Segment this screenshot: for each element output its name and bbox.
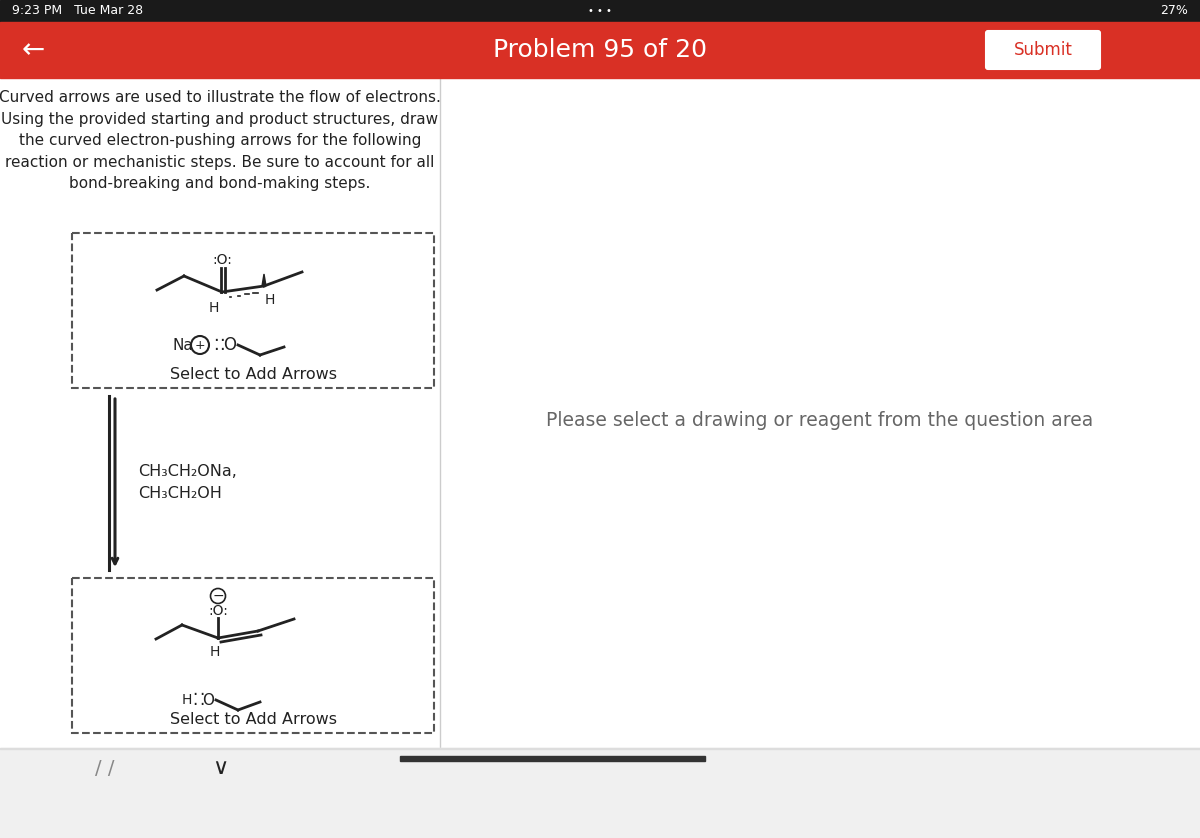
Polygon shape bbox=[262, 274, 266, 286]
Bar bbox=[0, 22, 1200, 78]
Text: ·: · bbox=[220, 341, 224, 359]
Bar bbox=[0, 0, 1200, 22]
Text: H: H bbox=[265, 293, 275, 307]
Text: CH₃CH₂OH: CH₃CH₂OH bbox=[138, 485, 222, 500]
Bar bbox=[400, 756, 706, 761]
Bar bbox=[0, 748, 1200, 838]
Text: H: H bbox=[209, 301, 220, 315]
Text: Problem 95 of 20: Problem 95 of 20 bbox=[493, 38, 707, 62]
Text: ·: · bbox=[199, 696, 205, 714]
Text: ·: · bbox=[199, 686, 205, 704]
Text: :O:: :O: bbox=[212, 253, 232, 267]
Text: CH₃CH₂ONa,: CH₃CH₂ONa, bbox=[138, 463, 236, 478]
Text: ·: · bbox=[192, 686, 198, 704]
Text: Na: Na bbox=[172, 338, 193, 353]
Text: 9:23 PM   Tue Mar 28: 9:23 PM Tue Mar 28 bbox=[12, 4, 143, 18]
Bar bbox=[72, 578, 434, 733]
Text: ·: · bbox=[214, 341, 218, 359]
Text: Submit: Submit bbox=[1014, 41, 1073, 59]
Text: ←: ← bbox=[22, 36, 46, 64]
Text: Select to Add Arrows: Select to Add Arrows bbox=[169, 711, 336, 727]
Text: H: H bbox=[182, 693, 192, 707]
Text: • • •: • • • bbox=[588, 6, 612, 16]
Text: −: − bbox=[212, 589, 224, 603]
Text: 27%: 27% bbox=[1160, 4, 1188, 18]
Bar bbox=[0, 748, 1200, 749]
Text: Please select a drawing or reagent from the question area: Please select a drawing or reagent from … bbox=[546, 411, 1093, 430]
Text: H: H bbox=[210, 645, 220, 659]
Bar bbox=[440, 78, 1200, 838]
Text: O: O bbox=[223, 336, 236, 354]
Text: / /: / / bbox=[95, 758, 115, 778]
Text: :O:: :O: bbox=[208, 604, 228, 618]
Text: Select to Add Arrows: Select to Add Arrows bbox=[169, 366, 336, 381]
Text: +: + bbox=[194, 339, 205, 351]
Text: O: O bbox=[202, 692, 214, 707]
FancyBboxPatch shape bbox=[986, 31, 1100, 69]
Text: ∨: ∨ bbox=[212, 758, 228, 778]
Text: Curved arrows are used to illustrate the flow of electrons.
Using the provided s: Curved arrows are used to illustrate the… bbox=[0, 90, 440, 191]
Bar bbox=[72, 233, 434, 388]
Text: ·: · bbox=[220, 332, 224, 350]
Text: ·: · bbox=[192, 696, 198, 714]
Text: ·: · bbox=[214, 332, 218, 350]
